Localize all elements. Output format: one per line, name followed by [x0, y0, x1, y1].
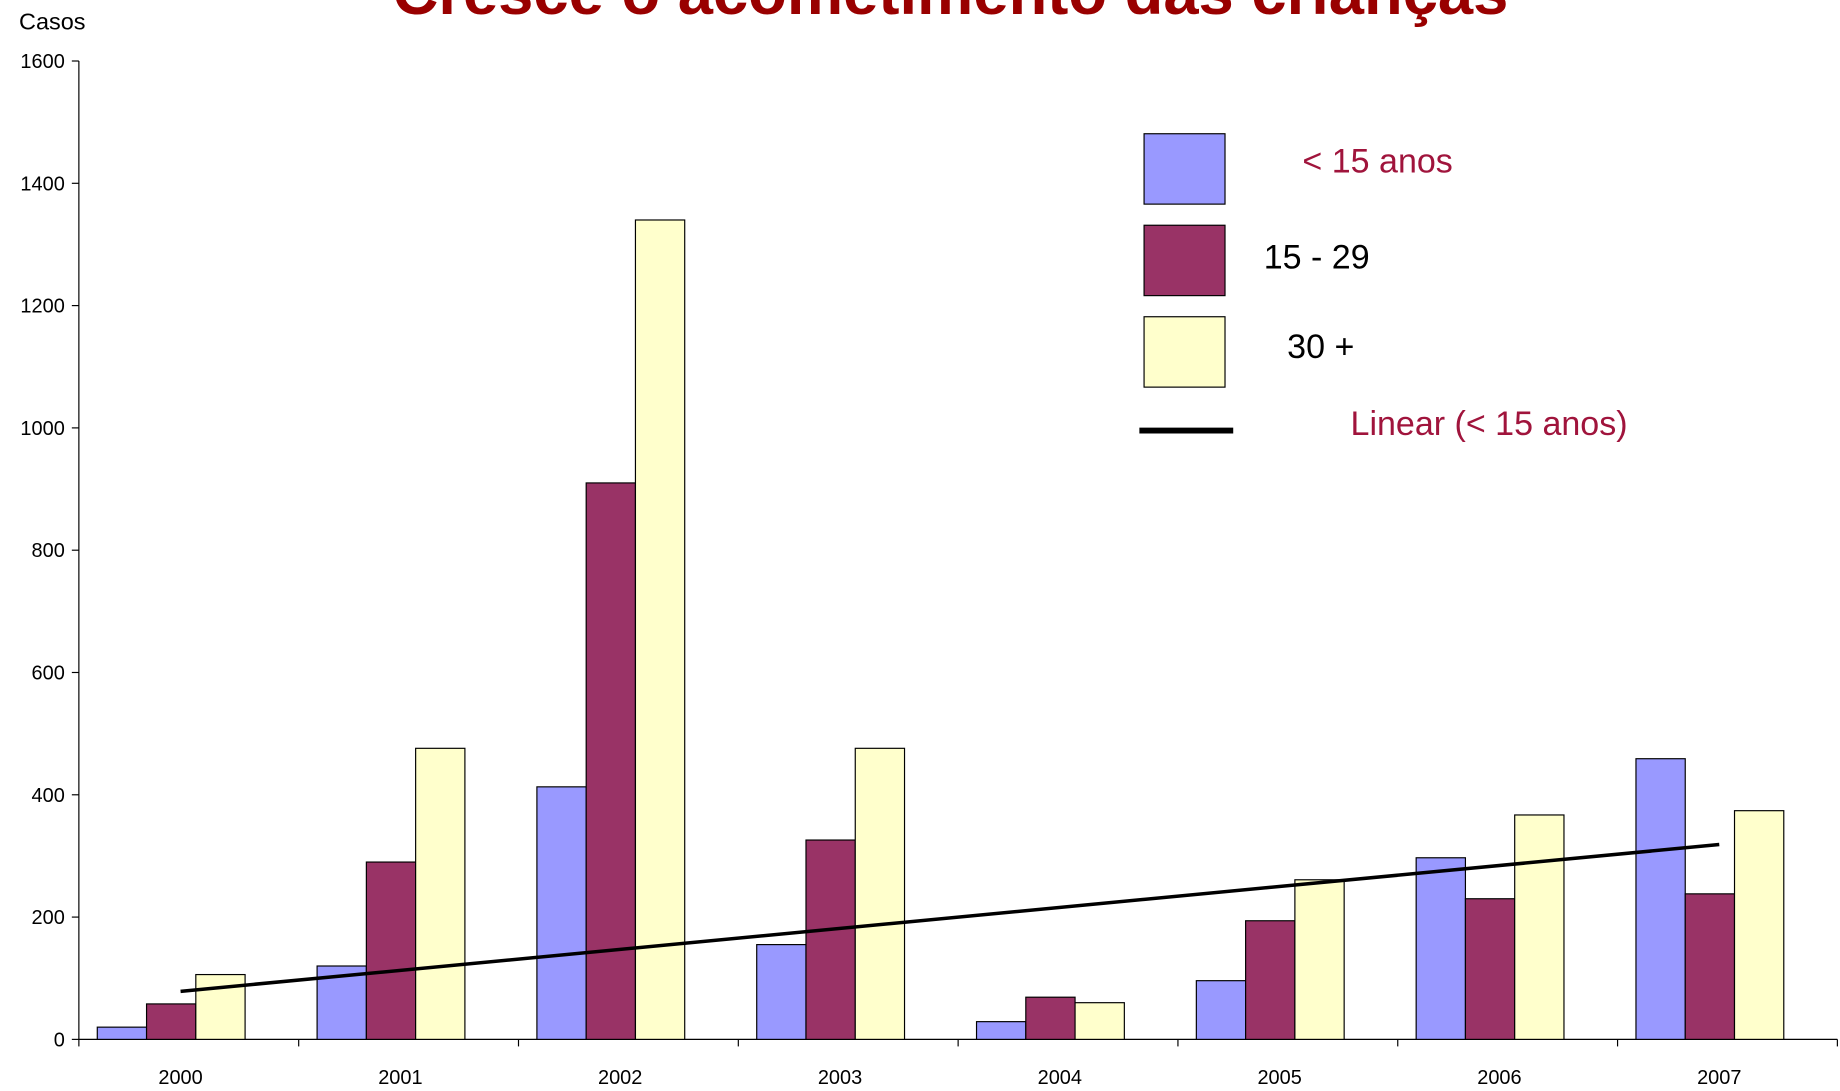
- legend-swatch: [1143, 224, 1226, 297]
- bar: [195, 973, 246, 1040]
- y-tick-label: 400: [32, 785, 65, 807]
- x-tick-label: 2001: [378, 1067, 422, 1089]
- bar: [96, 1026, 148, 1040]
- bar: [854, 747, 906, 1040]
- y-tick-label: 1200: [20, 296, 64, 318]
- y-tick-label: 200: [32, 907, 65, 929]
- legend-label: Linear (< 15 anos): [1351, 405, 1628, 443]
- bar: [365, 861, 417, 1040]
- legend-label: < 15 anos: [1302, 142, 1452, 180]
- x-tick-label: 2000: [158, 1067, 202, 1089]
- bar: [1415, 857, 1467, 1040]
- bar: [756, 944, 807, 1040]
- y-tick-label: 1400: [20, 173, 64, 195]
- y-tick-label: 1600: [20, 51, 64, 73]
- bar: [415, 747, 466, 1040]
- bar: [634, 219, 686, 1040]
- bar: [1195, 980, 1247, 1040]
- legend-swatch: [1143, 133, 1226, 205]
- y-tick-label: 800: [32, 540, 65, 562]
- x-tick-label: 2005: [1257, 1067, 1301, 1089]
- x-tick-label: 2002: [598, 1067, 642, 1089]
- y-tick-label: 1000: [20, 418, 64, 440]
- legend-swatch: [1143, 316, 1226, 388]
- bar: [1294, 879, 1345, 1040]
- bar: [145, 1003, 197, 1040]
- bar: [1514, 814, 1565, 1040]
- bar: [536, 786, 587, 1040]
- trendline: [180, 842, 1720, 994]
- legend-label: 30 +: [1287, 328, 1354, 366]
- x-tick-label: 2004: [1038, 1067, 1082, 1089]
- legend-label: 15 - 29: [1264, 239, 1370, 277]
- x-tick-label: 2007: [1697, 1067, 1741, 1089]
- bar: [1025, 996, 1076, 1040]
- bar: [1733, 810, 1785, 1040]
- bar: [805, 839, 856, 1040]
- bar: [585, 482, 637, 1040]
- y-axis-label: Casos: [19, 8, 85, 34]
- bar: [1464, 898, 1516, 1040]
- chart-title: Cresce o acometimento das crianças: [393, 0, 1509, 28]
- bar: [1635, 758, 1686, 1040]
- bar: [1074, 1002, 1125, 1040]
- bar: [1245, 920, 1296, 1040]
- x-tick-label: 2006: [1477, 1067, 1521, 1089]
- bar: [975, 1021, 1027, 1040]
- y-tick-label: 600: [32, 663, 65, 685]
- x-tick-label: 2003: [818, 1067, 862, 1089]
- bar: [1684, 893, 1736, 1040]
- y-tick-label: 0: [54, 1029, 65, 1051]
